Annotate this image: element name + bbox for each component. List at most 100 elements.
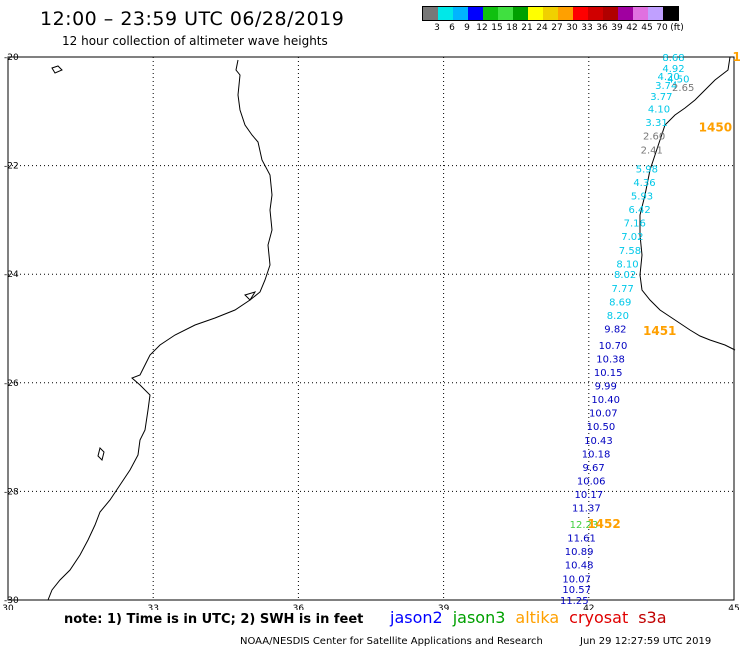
legend-label: 39 <box>611 23 623 33</box>
wave-height-reading: 4.10 <box>648 105 670 116</box>
map-title: 12:00 – 23:59 UTC 06/28/2019 <box>40 8 345 30</box>
legend-label: 27 <box>551 23 563 33</box>
wave-height-reading: 7.77 <box>612 284 634 295</box>
legend-swatch <box>558 7 573 20</box>
island-outline <box>97 447 105 461</box>
wave-height-reading: 4.92 <box>662 64 684 75</box>
legend-swatch <box>513 7 528 20</box>
wave-height-reading: 5.93 <box>631 191 653 202</box>
island-outline <box>244 291 257 301</box>
legend-label: 70 <box>656 23 668 33</box>
lon-tick-label: 30 <box>2 604 14 610</box>
wave-height-reading: 10.70 <box>599 341 628 352</box>
lon-tick-label: 42 <box>583 604 594 610</box>
wave-height-reading: 3.77 <box>650 92 672 103</box>
wave-height-reading: 10.07 <box>562 574 591 585</box>
legend-swatch <box>438 7 453 20</box>
wave-height-reading: 10.50 <box>587 422 616 433</box>
legend-label: 42 <box>626 23 638 33</box>
wave-height-reading: 7.58 <box>619 246 641 257</box>
legend-label: 33 <box>581 23 593 33</box>
wave-height-reading: 11.61 <box>567 534 596 545</box>
legend-label: 9 <box>464 23 470 33</box>
legend-swatch <box>648 7 663 20</box>
wave-height-reading: 10.07 <box>589 409 618 420</box>
note-text: note: 1) Time is in UTC; 2) SWH is in fe… <box>64 612 364 627</box>
satellite-jason3: jason3 <box>452 608 506 627</box>
legend-swatch <box>573 7 588 20</box>
wave-height-reading: 10.38 <box>596 354 625 365</box>
wave-height-reading: 9.67 <box>583 463 605 474</box>
wave-height-reading: 10.15 <box>594 368 623 379</box>
wave-height-reading: 8.10 <box>616 259 638 270</box>
wave-height-reading: 2.65 <box>672 83 694 94</box>
legend-label: 3 <box>434 23 440 33</box>
wave-height-reading: 10.17 <box>574 490 603 501</box>
satellite-s3a: s3a <box>638 608 667 627</box>
legend-swatch <box>498 7 513 20</box>
wave-height-reading: 4.50 <box>667 75 689 86</box>
lat-tick-label: -30 <box>4 596 19 606</box>
lat-tick-label: -22 <box>4 162 19 172</box>
wave-height-reading: 9.82 <box>604 325 626 336</box>
wave-height-reading: 7.16 <box>624 219 646 230</box>
wave-height-reading: 12.23 <box>570 520 599 531</box>
satellite-jason2: jason2 <box>390 608 443 627</box>
satellite-legend: jason2 jason3 altika cryosat s3a <box>390 608 677 627</box>
lat-tick-label: -20 <box>4 53 19 63</box>
legend-label: 24 <box>536 23 548 33</box>
wave-height-reading: 6.42 <box>628 205 650 216</box>
legend-label: 21 <box>521 23 533 33</box>
wave-height-reading: 10.43 <box>584 436 613 447</box>
wave-height-reading: 10.06 <box>577 477 606 488</box>
wave-height-reading: 5.98 <box>636 164 658 175</box>
pass-time-label: 1450 <box>699 121 732 135</box>
wave-height-reading: 11.37 <box>572 504 601 515</box>
legend-swatch <box>453 7 468 20</box>
lon-tick-label: 45 <box>728 604 739 610</box>
legend-swatch <box>618 7 633 20</box>
wave-height-reading: 10.40 <box>591 395 620 406</box>
coastline-africa <box>47 59 273 601</box>
legend-swatch <box>528 7 543 20</box>
map-subtitle: 12 hour collection of altimeter wave hei… <box>62 34 328 48</box>
legend-swatch <box>588 7 603 20</box>
legend-label: 30 <box>566 23 578 33</box>
wave-height-reading: 11.25 <box>560 596 589 607</box>
legend-color-bar <box>422 6 679 21</box>
wave-height-reading: 4.20 <box>658 72 680 83</box>
wave-height-reading: 2.60 <box>643 132 665 143</box>
lon-tick-label: 39 <box>438 604 450 610</box>
map-frame <box>7 56 735 601</box>
wave-height-reading: 7.02 <box>621 232 643 243</box>
wave-height-reading: 10.89 <box>565 547 594 558</box>
wave-height-reading: 2.41 <box>641 145 663 156</box>
lat-tick-label: -24 <box>4 270 19 280</box>
wave-height-reading: 8.20 <box>607 311 629 322</box>
legend-label: 12 <box>476 23 488 33</box>
lat-tick-label: -28 <box>4 487 19 497</box>
island-outline <box>51 65 63 74</box>
pass-time-label: 1451 <box>643 324 676 338</box>
wave-height-reading: 9.99 <box>595 382 617 393</box>
wave-height-reading: 10.18 <box>582 449 611 460</box>
coastline-madagascar <box>639 56 736 351</box>
wave-height-reading: 4.36 <box>633 178 655 189</box>
legend-swatch <box>633 7 648 20</box>
color-legend: 3 6 9 12 15 18 21 24 27 30 33 36 39 42 45 70 (ft) <box>422 6 684 35</box>
pass-time-label: 1452 <box>587 517 620 531</box>
lat-tick-label: -26 <box>4 379 19 389</box>
legend-labels: 3 6 9 12 15 18 21 24 27 30 33 36 39 42 45 70 (ft) <box>422 21 684 35</box>
wave-height-reading: 3.74 <box>655 81 677 92</box>
legend-swatch <box>468 7 483 20</box>
legend-swatch <box>543 7 558 20</box>
wave-height-reading: 10.48 <box>565 561 594 572</box>
legend-label: 6 <box>449 23 455 33</box>
footer-credit: NOAA/NESDIS Center for Satellite Applica… <box>240 636 543 647</box>
satellite-altika: altika <box>515 608 560 627</box>
wave-height-reading: 8.68 <box>662 53 684 64</box>
legend-label: 45 <box>641 23 653 33</box>
satellite-cryosat: cryosat <box>569 608 629 627</box>
legend-swatch <box>423 7 438 20</box>
legend-swatch <box>483 7 498 20</box>
